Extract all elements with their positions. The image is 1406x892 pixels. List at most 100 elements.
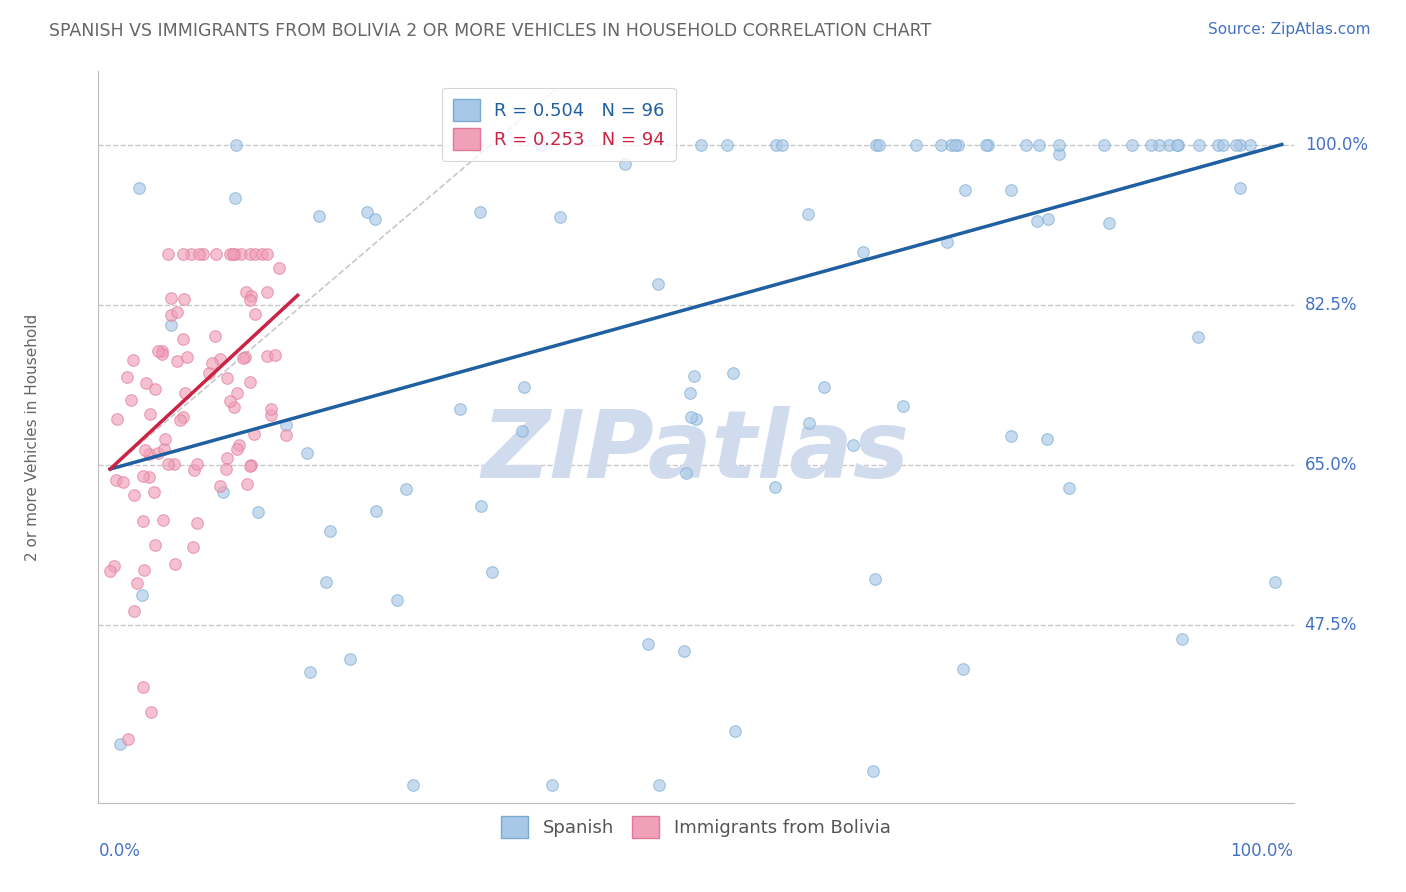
Point xyxy=(865,137,887,152)
Text: 0.0%: 0.0% xyxy=(98,842,141,860)
Point xyxy=(1121,137,1143,152)
Point xyxy=(259,402,281,417)
Point xyxy=(160,308,183,322)
Point xyxy=(356,205,378,219)
Point xyxy=(852,245,875,260)
Point xyxy=(222,400,245,414)
Point xyxy=(679,410,702,425)
Point xyxy=(157,247,180,261)
Point xyxy=(763,480,786,494)
Point xyxy=(256,285,278,299)
Point xyxy=(647,778,669,792)
Point xyxy=(721,366,744,380)
Point xyxy=(236,477,259,491)
Point xyxy=(256,349,278,363)
Point xyxy=(120,393,142,408)
Point xyxy=(862,764,884,778)
Point xyxy=(1140,137,1163,152)
Text: SPANISH VS IMMIGRANTS FROM BOLIVIA 2 OR MORE VEHICLES IN HOUSEHOLD CORRELATION C: SPANISH VS IMMIGRANTS FROM BOLIVIA 2 OR … xyxy=(49,22,931,40)
Point xyxy=(131,588,153,602)
Point xyxy=(132,514,155,528)
Point xyxy=(150,346,173,360)
Point xyxy=(228,438,250,452)
Point xyxy=(672,643,695,657)
Point xyxy=(315,575,337,590)
Point xyxy=(481,565,503,579)
Point xyxy=(138,447,160,461)
Point xyxy=(239,458,262,472)
Point xyxy=(339,652,361,666)
Point xyxy=(204,328,226,343)
Point xyxy=(1015,137,1038,152)
Point xyxy=(181,540,204,554)
Point xyxy=(231,351,253,365)
Point xyxy=(239,247,262,261)
Point xyxy=(146,344,169,359)
Point xyxy=(946,137,969,152)
Text: 47.5%: 47.5% xyxy=(1305,615,1357,633)
Point xyxy=(132,469,155,483)
Point xyxy=(146,446,169,460)
Point xyxy=(117,731,139,746)
Point xyxy=(299,665,322,679)
Point xyxy=(156,457,179,471)
Text: 100.0%: 100.0% xyxy=(1230,842,1294,860)
Point xyxy=(172,247,194,261)
Point xyxy=(939,137,962,152)
Text: 2 or more Vehicles in Household: 2 or more Vehicles in Household xyxy=(25,313,41,561)
Point xyxy=(160,318,183,332)
Text: 82.5%: 82.5% xyxy=(1305,295,1357,313)
Point xyxy=(1229,137,1251,152)
Point xyxy=(226,386,249,401)
Point xyxy=(226,442,249,456)
Point xyxy=(614,157,637,171)
Point xyxy=(172,409,194,424)
Point xyxy=(541,778,564,792)
Point xyxy=(224,191,246,205)
Point xyxy=(239,458,262,473)
Point xyxy=(198,366,221,380)
Point xyxy=(675,467,697,481)
Point xyxy=(173,386,195,401)
Point xyxy=(217,450,239,465)
Point xyxy=(153,442,176,456)
Point xyxy=(716,137,738,152)
Point xyxy=(953,183,976,197)
Point xyxy=(468,205,491,219)
Point xyxy=(974,137,997,152)
Point xyxy=(201,356,224,370)
Point xyxy=(513,380,536,394)
Point xyxy=(163,457,186,471)
Point xyxy=(679,386,702,401)
Point xyxy=(208,351,231,366)
Point xyxy=(246,505,269,519)
Point xyxy=(122,604,145,618)
Point xyxy=(173,293,195,307)
Point xyxy=(1000,428,1022,442)
Point xyxy=(1057,481,1080,495)
Point xyxy=(295,446,318,460)
Point xyxy=(1188,137,1211,152)
Point xyxy=(239,293,262,307)
Point xyxy=(1264,574,1286,589)
Point xyxy=(813,380,835,394)
Point xyxy=(449,401,471,416)
Point xyxy=(193,247,215,261)
Point xyxy=(1047,147,1070,161)
Point xyxy=(530,137,553,152)
Point xyxy=(215,462,238,476)
Point xyxy=(904,137,927,152)
Point xyxy=(1098,216,1121,230)
Point xyxy=(186,516,208,531)
Point xyxy=(685,411,707,425)
Point xyxy=(134,376,156,391)
Point xyxy=(219,393,242,408)
Point xyxy=(637,638,659,652)
Point xyxy=(1229,181,1251,195)
Point xyxy=(1025,214,1047,228)
Point xyxy=(1166,137,1188,152)
Point xyxy=(243,307,266,321)
Point xyxy=(153,432,176,446)
Point xyxy=(548,210,571,224)
Point xyxy=(1187,329,1209,343)
